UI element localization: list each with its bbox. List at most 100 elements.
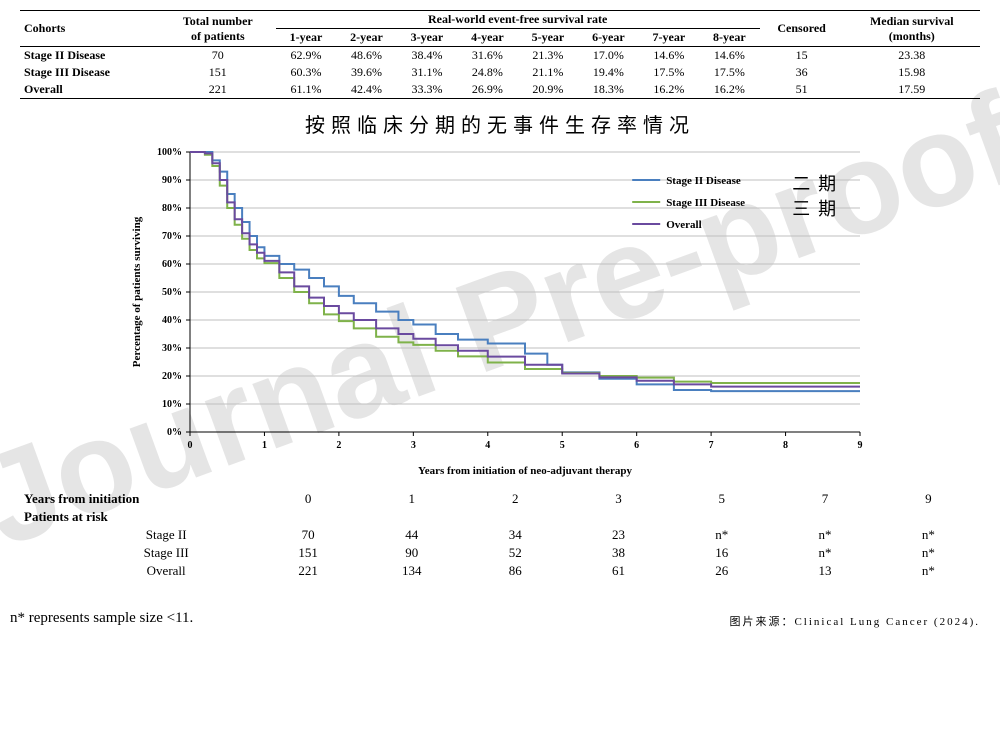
svg-text:30%: 30%	[162, 343, 182, 354]
table-cell: 14.6%	[639, 47, 699, 65]
table-cell: 36	[760, 64, 844, 81]
risk-cell: 221	[256, 562, 360, 580]
source-text: 图片来源：Clinical Lung Cancer (2024).	[729, 613, 980, 629]
risk-table: Years from initiation0123579Patients at …	[20, 490, 980, 580]
table-cell: 42.4%	[336, 81, 396, 99]
svg-text:1: 1	[262, 440, 267, 451]
svg-text:80%: 80%	[162, 203, 182, 214]
svg-text:4: 4	[485, 440, 490, 451]
risk-cell: 151	[256, 544, 360, 562]
th-year-7: 8-year	[699, 29, 759, 47]
th-year-4: 5-year	[518, 29, 578, 47]
risk-cell: Stage II	[20, 526, 256, 544]
svg-text:Years from initiation of neo-a: Years from initiation of neo-adjuvant th…	[418, 465, 632, 477]
svg-text:Overall: Overall	[666, 219, 701, 231]
risk-cell: 0	[256, 490, 360, 508]
risk-cell: 70	[256, 526, 360, 544]
chinese-title: 按照临床分期的无事件生存率情况	[10, 109, 990, 138]
table-cell: 15	[760, 47, 844, 65]
table-cell: 31.1%	[397, 64, 457, 81]
svg-text:90%: 90%	[162, 175, 182, 186]
risk-cell	[256, 508, 360, 526]
legend-cn-1: 三期	[792, 195, 844, 221]
svg-text:20%: 20%	[162, 371, 182, 382]
table-cell: 17.5%	[639, 64, 699, 81]
risk-cell	[670, 508, 773, 526]
svg-text:9: 9	[858, 440, 863, 451]
risk-cell: 61	[567, 562, 670, 580]
table-cell: 14.6%	[699, 47, 759, 65]
svg-text:50%: 50%	[162, 287, 182, 298]
table-cell: 21.3%	[518, 47, 578, 65]
risk-table-container: Years from initiation0123579Patients at …	[20, 490, 980, 580]
risk-cell: n*	[670, 526, 773, 544]
svg-text:8: 8	[783, 440, 788, 451]
th-year-5: 6-year	[578, 29, 638, 47]
th-median: Median survival (months)	[844, 11, 980, 47]
svg-text:5: 5	[560, 440, 565, 451]
th-censored: Censored	[760, 11, 844, 47]
risk-cell	[567, 508, 670, 526]
svg-text:70%: 70%	[162, 231, 182, 242]
risk-cell: 1	[360, 490, 464, 508]
risk-cell: n*	[877, 544, 980, 562]
table-cell: 221	[160, 81, 276, 99]
risk-cell: 2	[464, 490, 567, 508]
risk-cell: 5	[670, 490, 773, 508]
svg-text:3: 3	[411, 440, 416, 451]
table-cell: 51	[760, 81, 844, 99]
risk-cell	[877, 508, 980, 526]
svg-text:10%: 10%	[162, 399, 182, 410]
table-cell: 17.59	[844, 81, 980, 99]
svg-text:2: 2	[336, 440, 341, 451]
table-cell: 23.38	[844, 47, 980, 65]
risk-cell: 86	[464, 562, 567, 580]
table-cell: 60.3%	[276, 64, 336, 81]
table-cell: 38.4%	[397, 47, 457, 65]
th-year-1: 2-year	[336, 29, 396, 47]
table-cell: Overall	[20, 81, 160, 99]
table-cell: 39.6%	[336, 64, 396, 81]
risk-cell: Years from initiation	[20, 490, 256, 508]
th-rate-group: Real-world event-free survival rate	[276, 11, 760, 29]
table-cell: 16.2%	[639, 81, 699, 99]
legend-cn-0: 二期	[792, 170, 844, 196]
svg-text:7: 7	[709, 440, 714, 451]
risk-cell: 7	[773, 490, 876, 508]
svg-text:100%: 100%	[157, 147, 182, 158]
risk-cell: 23	[567, 526, 670, 544]
risk-cell: n*	[773, 526, 876, 544]
risk-cell: n*	[877, 526, 980, 544]
risk-cell: n*	[877, 562, 980, 580]
risk-cell: 134	[360, 562, 464, 580]
table-cell: Stage II Disease	[20, 47, 160, 65]
risk-cell: 16	[670, 544, 773, 562]
table-cell: 70	[160, 47, 276, 65]
risk-cell: 38	[567, 544, 670, 562]
risk-cell	[464, 508, 567, 526]
svg-text:60%: 60%	[162, 259, 182, 270]
risk-cell: Overall	[20, 562, 256, 580]
table-cell: 61.1%	[276, 81, 336, 99]
table-cell: Stage III Disease	[20, 64, 160, 81]
th-year-6: 7-year	[639, 29, 699, 47]
table-cell: 21.1%	[518, 64, 578, 81]
th-cohorts: Cohorts	[20, 11, 160, 47]
risk-cell: 3	[567, 490, 670, 508]
risk-cell: Patients at risk	[20, 508, 256, 526]
risk-cell: 26	[670, 562, 773, 580]
table-cell: 26.9%	[457, 81, 517, 99]
svg-text:Stage II Disease: Stage II Disease	[666, 175, 741, 187]
svg-text:6: 6	[634, 440, 639, 451]
table-cell: 62.9%	[276, 47, 336, 65]
svg-text:40%: 40%	[162, 315, 182, 326]
table-cell: 33.3%	[397, 81, 457, 99]
risk-cell: 13	[773, 562, 876, 580]
table-cell: 19.4%	[578, 64, 638, 81]
risk-cell	[360, 508, 464, 526]
risk-cell: Stage III	[20, 544, 256, 562]
risk-cell: 90	[360, 544, 464, 562]
table-cell: 17.5%	[699, 64, 759, 81]
risk-cell: 52	[464, 544, 567, 562]
table-cell: 20.9%	[518, 81, 578, 99]
